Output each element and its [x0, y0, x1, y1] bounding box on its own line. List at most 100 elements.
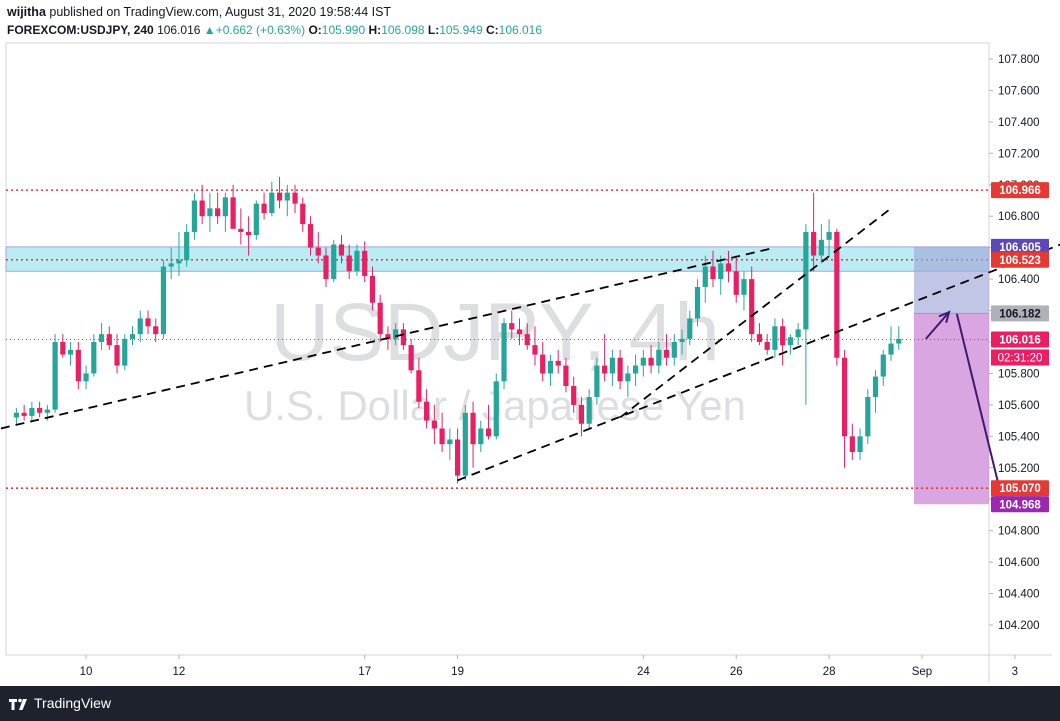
candle-body [633, 365, 639, 374]
candle-body [98, 334, 105, 342]
candle-body [478, 428, 484, 445]
arrow-shaft[interactable] [955, 313, 1005, 505]
short-position-tool[interactable] [913, 246, 989, 505]
change-up-icon: ▲ [203, 23, 216, 37]
candle-body [44, 409, 50, 413]
open-value: 105.990 [321, 23, 366, 37]
candle-body [246, 231, 252, 236]
price-tick-label: 105.800 [998, 368, 1040, 380]
tradingview-logo-icon[interactable] [8, 695, 30, 711]
candle-body [811, 231, 817, 256]
candle-body [60, 342, 66, 355]
candle-body [640, 357, 646, 366]
axis-price-label: 104.968 [999, 499, 1041, 511]
candle-body [609, 357, 615, 374]
candle-body [13, 412, 19, 418]
price-tick-label: 104.800 [998, 526, 1040, 538]
symbol-interval[interactable]: FOREXCOM:USDJPY, 240 [7, 23, 154, 37]
candle-body [362, 250, 368, 276]
axis-price-label-bg [991, 331, 1049, 348]
candle-body [547, 360, 554, 374]
candle-body [617, 357, 623, 382]
time-tick-label: 28 [823, 666, 836, 678]
price-tick-label: 107.600 [998, 85, 1040, 97]
candle-body [416, 370, 422, 402]
axis-price-label: 106.605 [999, 242, 1041, 254]
position-risk-zone[interactable] [913, 246, 989, 314]
axis-price-label: 106.523 [999, 255, 1041, 267]
candle-body [323, 255, 329, 280]
time-tick-label: 24 [637, 666, 650, 678]
position-target-zone[interactable] [913, 313, 989, 505]
support-resistance-zone[interactable] [5, 246, 990, 272]
axis-price-label: 106.016 [999, 334, 1041, 346]
plot-area[interactable] [5, 42, 990, 656]
time-axis[interactable]: 10 12 17 19 24 26 28 Sep 3 [80, 655, 1018, 678]
open-label: O: [308, 23, 322, 37]
candle-body [694, 286, 701, 319]
candles [13, 176, 902, 484]
candle-body [733, 271, 739, 295]
publisher-name[interactable]: wijitha [7, 5, 46, 19]
horizontal-levels[interactable] [6, 189, 989, 490]
candle-body [818, 239, 824, 256]
level-price-label-bg [991, 182, 1049, 199]
level-price-label: 105.070 [999, 483, 1041, 495]
candle-body [454, 439, 461, 476]
countdown-bg [991, 349, 1049, 366]
candle-body [656, 349, 662, 366]
candle-body [516, 329, 523, 335]
candle-body [269, 192, 275, 214]
candle-body [222, 197, 228, 217]
candle-body [509, 323, 515, 330]
candle-body [315, 247, 321, 256]
candle-body [75, 349, 81, 382]
trendlines[interactable] [0, 207, 1060, 482]
candle-body [253, 203, 259, 236]
candle-body [129, 334, 136, 339]
candle-body [586, 397, 592, 424]
candle-body [594, 365, 600, 398]
footer-brand[interactable]: TradingView [34, 695, 112, 711]
candle-body [834, 231, 840, 358]
candle-body [725, 263, 732, 272]
candle-body [292, 192, 298, 204]
candle-body [718, 263, 724, 280]
candlestick-chart[interactable]: USDJPY, 4h U.S. Dollar / Japanese Yen 10… [0, 0, 1060, 686]
candle-body [261, 203, 267, 214]
candle-body [431, 420, 437, 429]
axis-price-label: 106.182 [999, 308, 1041, 320]
candle-body [787, 337, 793, 346]
candle-body [795, 329, 801, 338]
price-tick-label: 107.200 [998, 148, 1040, 160]
trendline[interactable] [0, 246, 776, 430]
low-value: 105.949 [439, 23, 483, 37]
candle-body [137, 318, 143, 335]
candle-body [114, 345, 120, 366]
time-tick-label: 26 [730, 666, 743, 678]
candle-body [679, 338, 685, 342]
candle-body [439, 428, 445, 445]
axis-price-label-bg [991, 251, 1049, 268]
last-price: 106.016 [157, 23, 201, 37]
candle-body [369, 275, 376, 303]
candle-body [160, 266, 167, 335]
candle-body [462, 412, 468, 476]
price-tick-label: 105.400 [998, 431, 1040, 443]
candle-body [710, 266, 716, 280]
trendline[interactable] [457, 235, 1060, 482]
candle-body [826, 231, 832, 240]
candle-body [741, 279, 747, 295]
low-label: L: [427, 23, 440, 37]
candle-body [52, 342, 58, 410]
candle-body [888, 343, 894, 355]
candle-body [207, 208, 213, 217]
time-tick-label: Sep [912, 666, 932, 678]
candle-body [756, 334, 763, 342]
candle-body [29, 408, 35, 416]
arrow-shaft[interactable] [925, 311, 950, 340]
trendline[interactable] [619, 207, 892, 419]
arrow-head[interactable] [938, 310, 951, 324]
candle-body [176, 260, 182, 264]
